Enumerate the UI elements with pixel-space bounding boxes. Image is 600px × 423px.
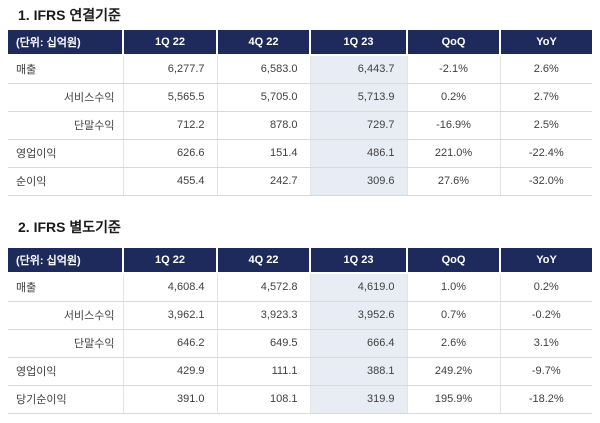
value-1q22: 4,608.4 [122, 273, 217, 302]
value-qoq: 195.9% [406, 385, 500, 414]
table-row-service-revenue: 서비스수익 3,962.1 3,923.3 3,952.6 0.7% -0.2% [8, 301, 592, 330]
table-row-operating-profit: 영업이익 626.6 151.4 486.1 221.0% -22.4% [8, 139, 592, 168]
header-1q23: 1Q 23 [309, 30, 407, 56]
value-4q22: 108.1 [216, 385, 310, 414]
value-4q22: 5,705.0 [216, 83, 310, 112]
value-4q22: 3,923.3 [216, 301, 310, 330]
value-qoq: 2.6% [406, 329, 500, 358]
value-1q23: 6,443.7 [309, 55, 407, 84]
value-1q22: 626.6 [122, 139, 217, 168]
table-1-title: 1. IFRS 연결기준 [18, 7, 121, 23]
value-1q23: 5,713.9 [309, 83, 407, 112]
table-header-row: (단위: 십억원) 1Q 22 4Q 22 1Q 23 QoQ YoY [8, 248, 592, 274]
table-row-revenue: 매출 4,608.4 4,572.8 4,619.0 1.0% 0.2% [8, 273, 592, 302]
value-4q22: 6,583.0 [216, 55, 310, 84]
value-1q23: 729.7 [309, 111, 407, 140]
value-1q23: 3,952.6 [309, 301, 407, 330]
value-yoy: 2.5% [499, 111, 592, 140]
row-label: 매출 [8, 273, 123, 302]
header-unit-label: (단위: 십억원) [8, 248, 123, 274]
value-1q22: 391.0 [122, 385, 217, 414]
value-1q23: 388.1 [309, 357, 407, 386]
value-1q22: 6,277.7 [122, 55, 217, 84]
header-1q22: 1Q 22 [122, 30, 217, 56]
ifrs-separate-table: (단위: 십억원) 1Q 22 4Q 22 1Q 23 QoQ YoY 매출 4… [8, 248, 592, 414]
header-1q23: 1Q 23 [309, 248, 407, 274]
value-1q23: 309.6 [309, 167, 407, 196]
table-row-device-revenue: 단말수익 646.2 649.5 666.4 2.6% 3.1% [8, 329, 592, 358]
value-yoy: -0.2% [499, 301, 592, 330]
row-label: 서비스수익 [8, 301, 123, 330]
value-yoy: -22.4% [499, 139, 592, 168]
header-4q22: 4Q 22 [216, 248, 310, 274]
value-1q22: 712.2 [122, 111, 217, 140]
value-yoy: -32.0% [499, 167, 592, 196]
value-4q22: 151.4 [216, 139, 310, 168]
value-qoq: 221.0% [406, 139, 500, 168]
value-qoq: 0.7% [406, 301, 500, 330]
value-1q22: 646.2 [122, 329, 217, 358]
header-yoy: YoY [499, 30, 592, 56]
value-qoq: 0.2% [406, 83, 500, 112]
table-row-service-revenue: 서비스수익 5,565.5 5,705.0 5,713.9 0.2% 2.7% [8, 83, 592, 112]
table-row-device-revenue: 단말수익 712.2 878.0 729.7 -16.9% 2.5% [8, 111, 592, 140]
value-qoq: 1.0% [406, 273, 500, 302]
header-qoq: QoQ [406, 248, 500, 274]
value-1q22: 455.4 [122, 167, 217, 196]
value-1q22: 3,962.1 [122, 301, 217, 330]
table-row-revenue: 매출 6,277.7 6,583.0 6,443.7 -2.1% 2.6% [8, 55, 592, 84]
table-header-row: (단위: 십억원) 1Q 22 4Q 22 1Q 23 QoQ YoY [8, 30, 592, 56]
header-yoy: YoY [499, 248, 592, 274]
row-label: 매출 [8, 55, 123, 84]
value-yoy: -18.2% [499, 385, 592, 414]
value-1q22: 5,565.5 [122, 83, 217, 112]
value-1q22: 429.9 [122, 357, 217, 386]
value-1q23: 486.1 [309, 139, 407, 168]
header-unit-label: (단위: 십억원) [8, 30, 123, 56]
header-1q22: 1Q 22 [122, 248, 217, 274]
table-row-net-profit: 당기순이익 391.0 108.1 319.9 195.9% -18.2% [8, 385, 592, 414]
row-label: 당기순이익 [8, 385, 123, 414]
value-yoy: 2.6% [499, 55, 592, 84]
value-yoy: -9.7% [499, 357, 592, 386]
value-1q23: 319.9 [309, 385, 407, 414]
row-label: 영업이익 [8, 139, 123, 168]
row-label: 순이익 [8, 167, 123, 196]
table-row-operating-profit: 영업이익 429.9 111.1 388.1 249.2% -9.7% [8, 357, 592, 386]
value-qoq: 27.6% [406, 167, 500, 196]
ifrs-consolidated-table: (단위: 십억원) 1Q 22 4Q 22 1Q 23 QoQ YoY 매출 6… [8, 30, 592, 196]
value-4q22: 878.0 [216, 111, 310, 140]
value-qoq: -2.1% [406, 55, 500, 84]
row-label: 단말수익 [8, 111, 123, 140]
value-1q23: 4,619.0 [309, 273, 407, 302]
value-yoy: 2.7% [499, 83, 592, 112]
value-qoq: -16.9% [406, 111, 500, 140]
value-yoy: 0.2% [499, 273, 592, 302]
value-4q22: 111.1 [216, 357, 310, 386]
row-label: 영업이익 [8, 357, 123, 386]
value-1q23: 666.4 [309, 329, 407, 358]
value-yoy: 3.1% [499, 329, 592, 358]
value-4q22: 649.5 [216, 329, 310, 358]
row-label: 단말수익 [8, 329, 123, 358]
table-row-net-profit: 순이익 455.4 242.7 309.6 27.6% -32.0% [8, 167, 592, 196]
header-qoq: QoQ [406, 30, 500, 56]
value-4q22: 242.7 [216, 167, 310, 196]
table-2-title: 2. IFRS 별도기준 [18, 219, 121, 235]
row-label: 서비스수익 [8, 83, 123, 112]
header-4q22: 4Q 22 [216, 30, 310, 56]
value-qoq: 249.2% [406, 357, 500, 386]
value-4q22: 4,572.8 [216, 273, 310, 302]
